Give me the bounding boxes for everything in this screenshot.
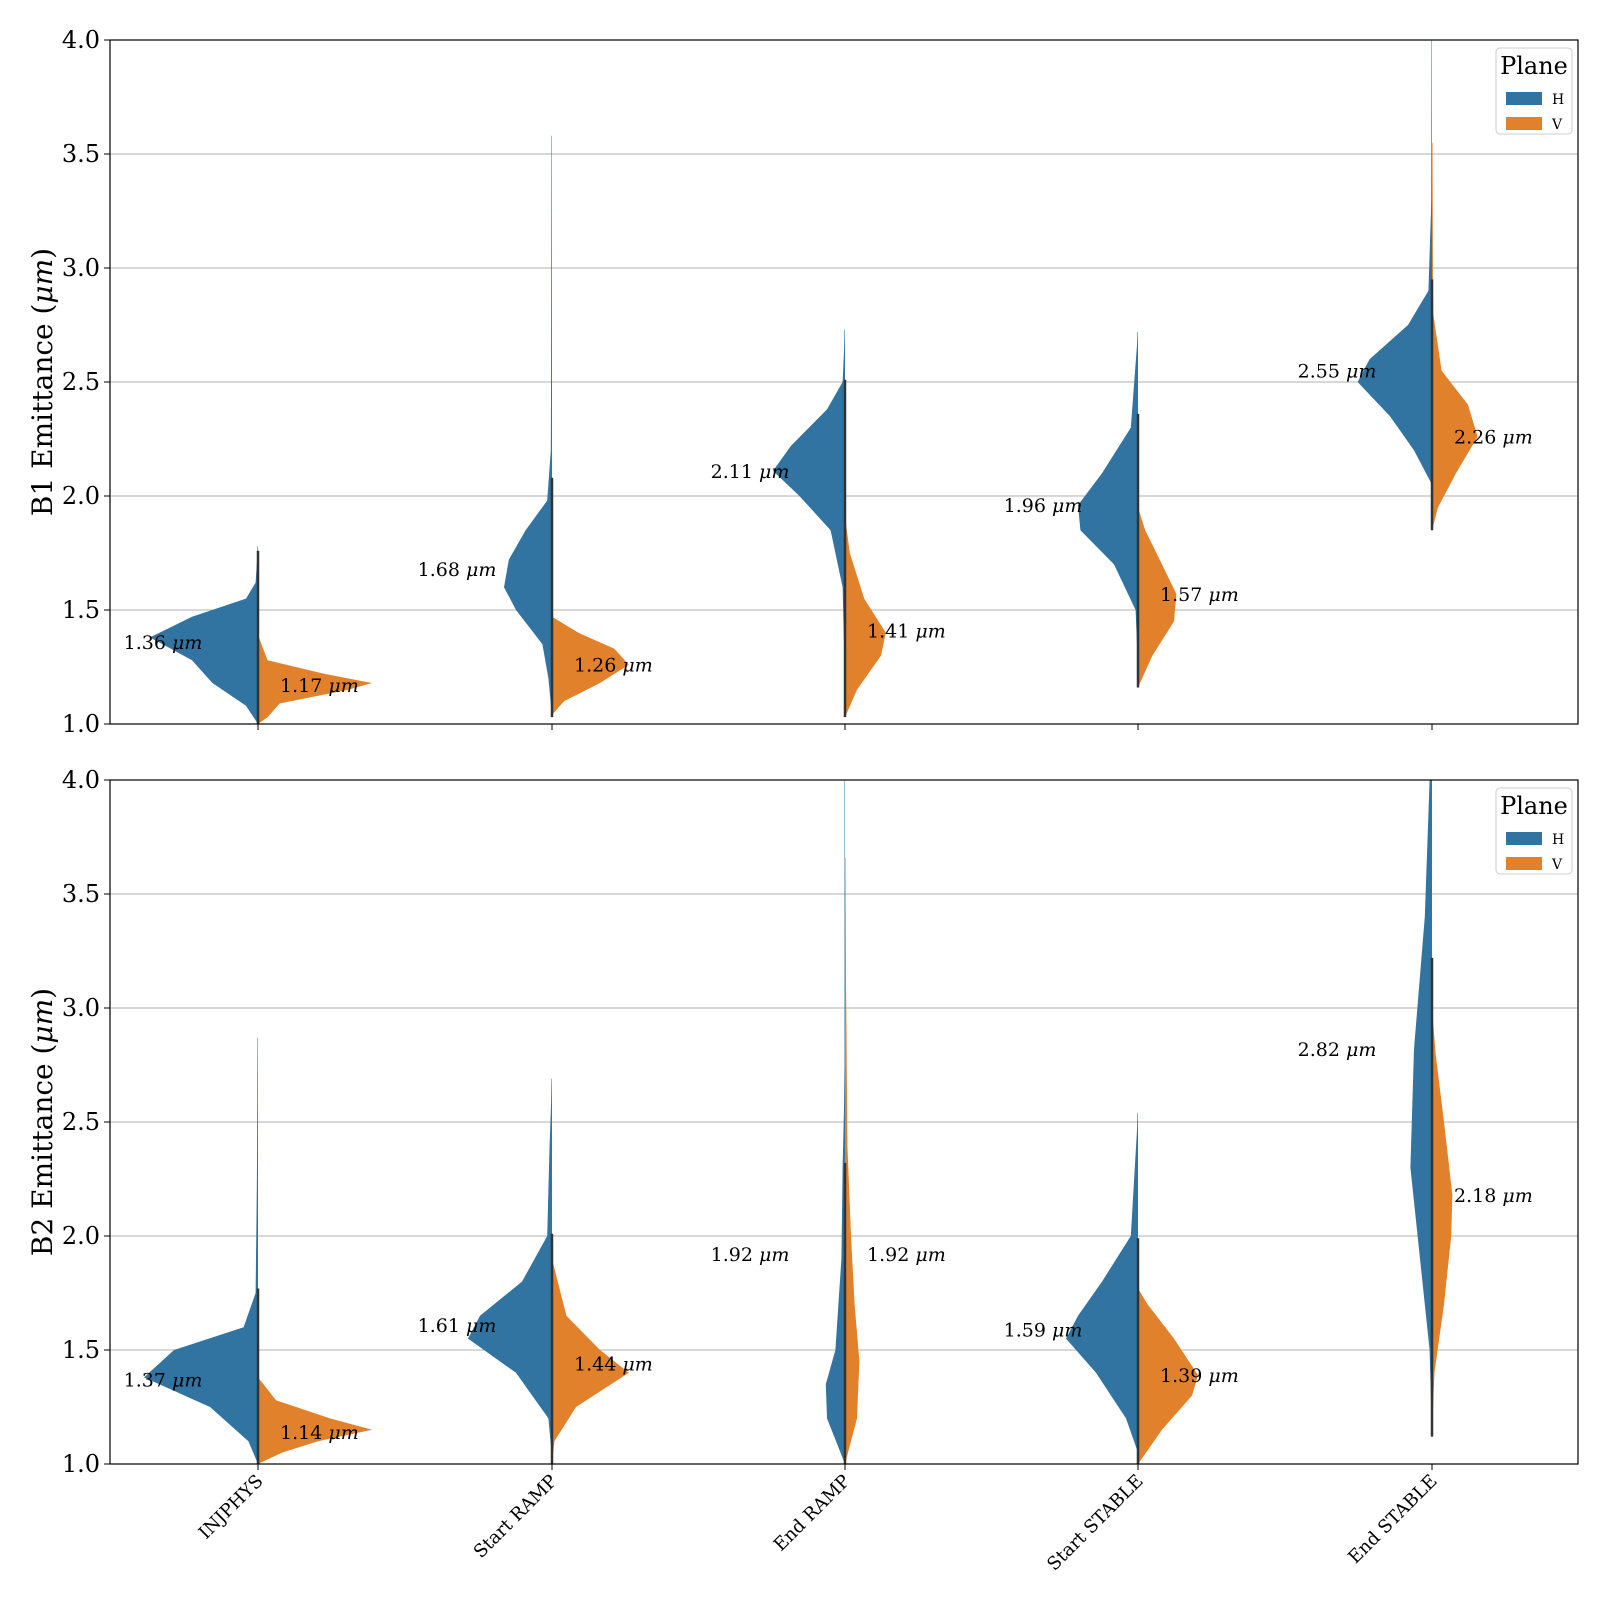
y-tick-label: 3.5: [62, 880, 100, 908]
median-annotation-h: 1.36 μm: [124, 632, 203, 654]
violin-v: [258, 635, 372, 724]
legend-label-v: V: [1551, 857, 1563, 873]
legend-label-h: H: [1552, 92, 1564, 108]
median-annotation-v: 2.26 μm: [1454, 427, 1533, 449]
y-tick-label: 1.0: [62, 710, 100, 738]
median-annotation-h: 2.11 μm: [711, 461, 790, 483]
y-axis-label: B1 Emittance (μm): [26, 248, 59, 516]
axes-frame: [109, 39, 1579, 725]
x-tick-label: Start STABLE: [1043, 1471, 1147, 1575]
legend-box: [1495, 787, 1573, 875]
y-tick-label: 2.5: [62, 1108, 100, 1136]
x-tick-label: INJPHYS: [195, 1471, 268, 1544]
violin-v: [552, 1258, 629, 1464]
legend-swatch-v: [1506, 857, 1542, 870]
violin-v: [1432, 1008, 1453, 1437]
median-annotation-v: 1.39 μm: [1160, 1365, 1239, 1387]
violin-h: [1078, 331, 1138, 670]
violin-h: [773, 329, 845, 683]
median-annotation-v: 1.44 μm: [574, 1354, 653, 1376]
violin-h: [468, 1078, 552, 1458]
median-annotation-h: 1.68 μm: [418, 559, 497, 581]
legend-swatch-v: [1506, 117, 1542, 130]
violin-h: [1357, 40, 1432, 485]
violin-h: [150, 546, 258, 724]
median-annotation-h: 2.82 μm: [1298, 1039, 1377, 1061]
y-tick-label: 1.5: [62, 1336, 100, 1364]
y-tick-label: 2.0: [62, 1222, 100, 1250]
median-annotation-v: 1.57 μm: [1160, 584, 1239, 606]
x-tick-labels: INJPHYS Start RAMP End RAMP Start STABLE End…: [195, 1471, 1442, 1575]
legend: Plane HV: [1495, 47, 1573, 135]
y-tick-label: 3.5: [62, 140, 100, 168]
legend-title: Plane: [1500, 792, 1568, 820]
median-annotation-v: 2.18 μm: [1454, 1185, 1533, 1207]
y-tick-label: 4.0: [62, 766, 100, 794]
median-annotation-v: 1.14 μm: [280, 1422, 359, 1444]
legend-swatch-h: [1506, 92, 1542, 105]
median-annotation-h: 2.55 μm: [1298, 361, 1377, 383]
x-tick-label: End RAMP: [770, 1471, 855, 1556]
median-annotation-v: 1.41 μm: [867, 621, 946, 643]
median-annotation-h: 1.96 μm: [1004, 495, 1083, 517]
median-annotation-h: 1.92 μm: [711, 1244, 790, 1266]
legend-title: Plane: [1500, 52, 1568, 80]
violin-h: [825, 780, 845, 1464]
median-annotation-v: 1.92 μm: [867, 1244, 946, 1266]
legend-label-v: V: [1551, 117, 1563, 133]
panel-b1: 1.0 1.5 2.0 2.5 3.0 3.5 4.0 1.36 μm 1.17 μm 1.68 …: [26, 26, 1579, 738]
violin-v: [1138, 507, 1177, 688]
y-tick-label: 2.5: [62, 368, 100, 396]
y-tick-label: 1.5: [62, 596, 100, 624]
x-tick-label: Start RAMP: [470, 1471, 562, 1563]
legend-swatch-h: [1506, 832, 1542, 845]
y-axis-label: B2 Emittance (μm): [26, 988, 59, 1256]
violin-h: [144, 1037, 258, 1464]
y-tick-label: 1.0: [62, 1450, 100, 1478]
y-tick-label: 3.0: [62, 254, 100, 282]
legend-label-h: H: [1552, 832, 1564, 848]
median-annotation-h: 1.37 μm: [124, 1370, 203, 1392]
violin-v: [552, 616, 629, 715]
median-annotation-v: 1.17 μm: [280, 675, 359, 697]
panel-b2: 1.0 1.5 2.0 2.5 3.0 3.5 4.0 1.37 μm 1.14 μm 1.61 …: [26, 766, 1579, 1478]
violin-v: [1432, 142, 1478, 531]
legend: Plane HV: [1495, 787, 1573, 875]
x-tick-label: End STABLE: [1344, 1471, 1441, 1568]
median-annotation-h: 1.61 μm: [418, 1315, 497, 1337]
violin-v: [258, 1377, 372, 1464]
axes-frame: [109, 779, 1579, 1465]
violin-h: [1410, 780, 1432, 1437]
y-tick-label: 2.0: [62, 482, 100, 510]
violin-h: [1066, 1112, 1138, 1453]
median-annotation-v: 1.26 μm: [574, 655, 653, 677]
legend-box: [1495, 47, 1573, 135]
violin-v: [845, 516, 886, 718]
violin-v: [845, 857, 860, 1464]
violin-h: [504, 135, 552, 718]
y-tick-label: 4.0: [62, 26, 100, 54]
median-annotation-h: 1.59 μm: [1004, 1319, 1083, 1341]
violin-v: [1138, 1288, 1198, 1464]
y-tick-label: 3.0: [62, 994, 100, 1022]
